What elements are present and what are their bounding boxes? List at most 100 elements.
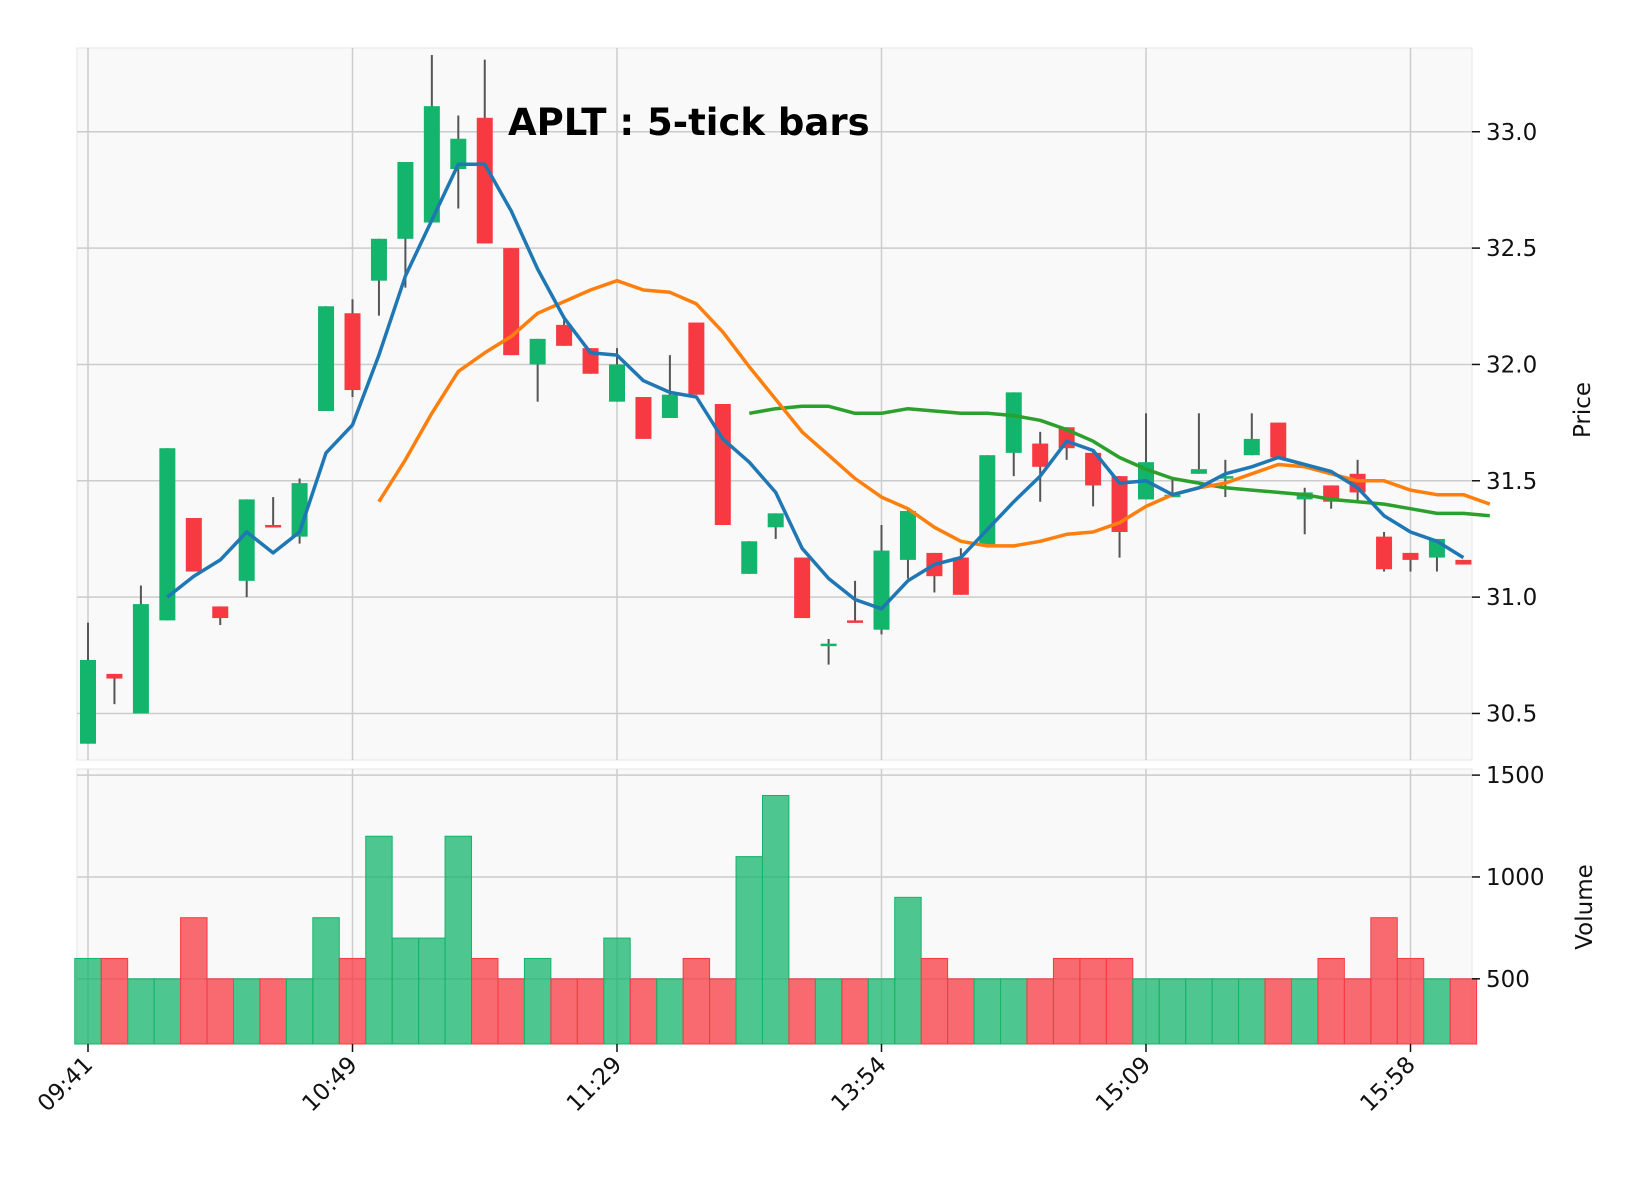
time-tick-label: 09:41 [33,1052,98,1117]
time-tick-label: 10:49 [297,1052,362,1117]
volume-bar [1026,978,1054,1045]
candle-body [714,404,731,525]
volume-bar [550,978,578,1045]
volume-bar [1185,978,1213,1045]
candle-body [503,248,520,356]
candle-body [820,643,837,647]
volume-bar [523,957,552,1045]
moving-average-short [166,162,1465,611]
volume-bar [867,978,896,1045]
price-panel-background [76,47,1473,761]
candle-body [1270,422,1287,458]
volume-bars [74,794,1478,1045]
volume-bar [920,957,949,1045]
volume-bar [127,978,155,1045]
volume-bar [180,917,208,1045]
candle-body [159,448,176,621]
candle-body [80,659,96,744]
price-tick-label: 31.0 [1486,585,1537,611]
volume-bar [735,856,763,1045]
volume-bar [1079,957,1107,1045]
candle-body [1402,552,1419,560]
volume-bar [74,957,102,1045]
volume-bar [100,957,129,1045]
volume-bar [1000,978,1028,1045]
candle-body [741,541,758,574]
volume-bar [1158,978,1187,1045]
candle-body [635,397,652,439]
volume-tick-label: 1500 [1486,763,1545,789]
candle-body [661,394,678,418]
volume-bar [709,978,737,1045]
candle-body [979,455,996,546]
candle-body [450,138,467,169]
candle-body [423,106,440,223]
candle-body [899,511,916,560]
moving-average-mid [377,278,1491,548]
volume-bar [1317,957,1345,1045]
chart-title: APLT : 5-tick bars [508,101,870,144]
time-tick-label: 15:58 [1355,1052,1420,1117]
candle-body [1243,438,1260,456]
volume-bar [1396,957,1425,1045]
candle-body [1005,392,1022,453]
time-tick-label: 15:09 [1091,1052,1156,1117]
moving-average-long [748,404,1490,518]
volume-bar [365,835,393,1045]
volume-bar [656,978,684,1045]
volume-bar [285,978,314,1045]
volume-bar [259,978,287,1045]
time-tick-label: 11:29 [562,1052,627,1117]
volume-bar [603,937,631,1045]
volume-bar [1105,957,1134,1045]
volume-bar [206,978,234,1045]
volume-tick-label: 1000 [1486,865,1545,891]
volume-bar [1132,978,1160,1045]
volume-bar [841,978,869,1045]
price-axis-title: Price [1570,382,1596,438]
time-tick-label: 13:54 [826,1052,891,1117]
candle-body [1032,443,1049,467]
candlesticks [80,54,1472,744]
volume-bar [973,978,1002,1045]
volume-bar [153,978,182,1045]
volume-bar [1264,978,1292,1045]
moving-averages [166,162,1491,611]
volume-bar [497,978,525,1045]
candle-body [185,518,202,572]
volume-bar [1211,978,1240,1045]
candle-body [106,673,123,679]
time-axis-ticks: 09:41 10:49 11:29 13:54 15:09 15:58 [33,1044,1421,1117]
candle-body [344,313,361,391]
candle-body [1376,536,1393,570]
volume-tick-label: 500 [1486,967,1530,993]
volume-bar [471,957,499,1045]
candle-body [238,499,255,581]
volume-bar [312,917,340,1045]
candle-body [370,238,387,281]
candle-body [397,162,414,239]
volume-bar [1449,978,1478,1045]
volume-bar [947,978,975,1045]
volume-bar [444,835,473,1045]
candle-body [609,364,625,402]
price-tick-label: 33.0 [1486,120,1537,146]
volume-bar [1238,978,1266,1045]
volume-axis-title: Volume [1572,864,1598,950]
candle-body [688,322,705,395]
price-axis-ticks: 30.5 31.0 31.5 32.0 32.5 33.0 [1472,120,1537,727]
volume-bar [1052,957,1081,1045]
candle-body [265,524,282,528]
volume-bar [1423,978,1451,1045]
candle-body [1455,559,1472,565]
volume-bar [629,978,658,1045]
candle-body [1190,469,1207,474]
candle-body [767,513,784,528]
volume-bar [894,896,922,1045]
candle-body [132,604,149,714]
candle-body [847,620,864,623]
volume-bar [814,978,843,1045]
volume-bar [338,957,367,1045]
candle-body [318,306,335,411]
